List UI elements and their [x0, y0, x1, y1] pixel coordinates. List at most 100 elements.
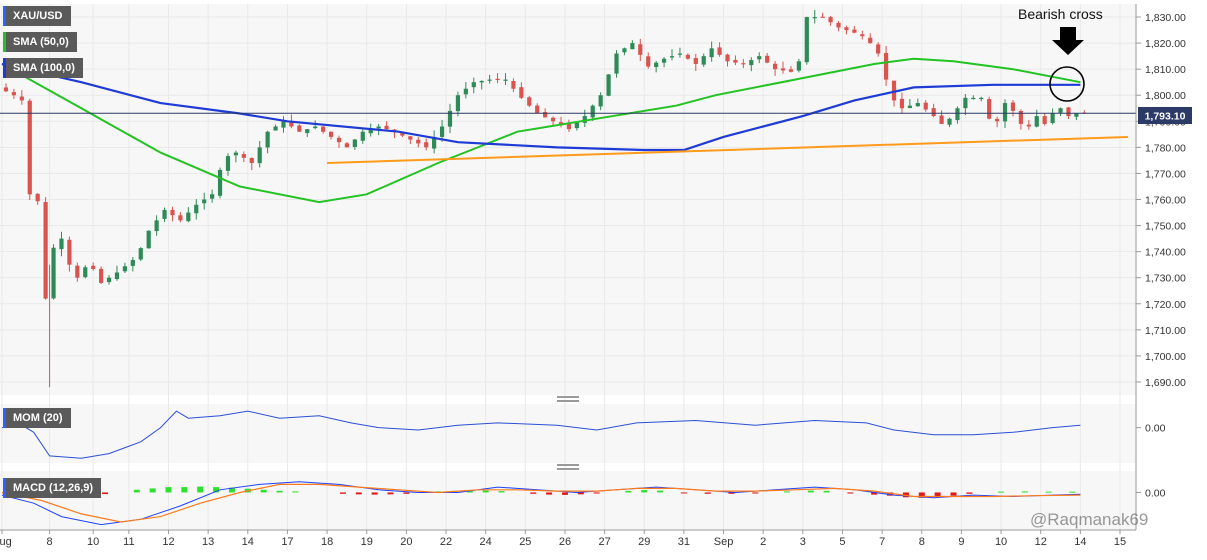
candle-body [685, 54, 690, 59]
candle [471, 77, 476, 94]
candle-body [654, 62, 659, 68]
candle-body [3, 87, 9, 92]
candle-body [336, 137, 342, 143]
candle [265, 130, 270, 154]
candle-body [162, 209, 167, 219]
candle [955, 106, 960, 124]
macd-histogram-bar [387, 492, 394, 495]
candle [186, 207, 191, 223]
candle-body [400, 133, 405, 136]
macd-histogram-bar [561, 492, 568, 495]
candle [685, 53, 690, 60]
candle [939, 110, 944, 125]
candle [852, 25, 857, 34]
candle [114, 265, 120, 281]
symbol-label[interactable]: XAU/USD [3, 6, 71, 26]
candle-body [178, 215, 183, 221]
candle-body [915, 103, 920, 107]
price-tick-label: 1,820.00 [1145, 38, 1186, 50]
sma50-label[interactable]: SMA (50,0) [3, 32, 77, 52]
macd-histogram-bar [292, 491, 299, 493]
macd-histogram-bar [403, 492, 410, 494]
candle-body [27, 100, 32, 195]
sma100-line [1, 62, 1081, 152]
candle-body [939, 115, 944, 124]
candle-body [677, 53, 683, 55]
momentum-label[interactable]: MOM (20) [3, 408, 71, 428]
candle [566, 119, 572, 133]
candle-body [59, 238, 64, 250]
candle-body [1066, 107, 1071, 117]
candle-body [1042, 116, 1047, 124]
macd-label[interactable]: MACD (12,26,9) [3, 478, 102, 498]
panel-resize-handle[interactable] [557, 396, 579, 402]
candle [51, 244, 56, 300]
candle-body [891, 80, 897, 101]
candle-body [194, 204, 199, 214]
candle [281, 116, 286, 133]
candle [225, 153, 231, 176]
candle-body [836, 22, 841, 28]
candle-body [122, 266, 128, 272]
candle [3, 83, 9, 93]
macd-histogram-bar [950, 492, 957, 496]
candle [479, 80, 484, 90]
candle-body [931, 108, 936, 117]
candle [194, 199, 199, 220]
candle [923, 99, 928, 112]
candle [1018, 109, 1023, 130]
candle-body [868, 37, 873, 44]
candle-body [638, 44, 643, 55]
candle-body [828, 17, 833, 23]
candle-body [83, 267, 88, 278]
macd-histogram-bar [625, 490, 632, 493]
candle [519, 82, 524, 99]
last-price-label: 1,793.10 [1145, 111, 1186, 123]
price-tick-label: 1,700.00 [1145, 351, 1186, 363]
candle [511, 78, 516, 93]
macd-histogram-bar [355, 492, 362, 495]
time-tick-label: 25 [519, 536, 531, 548]
candle-body [757, 56, 762, 60]
candle [321, 126, 326, 134]
candle-body [725, 54, 730, 62]
candle [979, 96, 984, 102]
candle-body [535, 105, 540, 114]
candle-body [796, 61, 801, 71]
axes: 1,830.001,820.001,810.001,800.001,790.00… [0, 12, 1186, 548]
candle-body [289, 120, 294, 127]
candle [907, 98, 912, 109]
candle-body [971, 97, 976, 100]
candle [424, 138, 429, 151]
candle-body [582, 116, 587, 123]
candle-body [574, 122, 579, 129]
macd-histogram-bar [102, 492, 109, 495]
candle-body [661, 58, 667, 63]
panel-resize-handle[interactable] [557, 464, 579, 470]
candle [233, 150, 239, 163]
sma100-label[interactable]: SMA (100,0) [3, 58, 83, 78]
time-tick-label: 31 [678, 536, 690, 548]
candle-body [693, 58, 698, 64]
candle [408, 136, 413, 144]
candle-body [43, 202, 48, 299]
candle-body [313, 126, 318, 129]
watermark-text: @Raqmanak69 [1030, 510, 1148, 529]
candle-body [733, 59, 738, 63]
candle-body [987, 99, 992, 119]
candle [1074, 113, 1079, 121]
candle-body [550, 117, 556, 122]
candle [463, 82, 468, 99]
momentum-line [1, 410, 1081, 459]
time-tick-label: 29 [638, 536, 650, 548]
macd-histogram-bar [1069, 491, 1076, 493]
candle-body [749, 60, 754, 66]
macd-histogram-bar [1045, 491, 1052, 493]
candle [693, 53, 698, 71]
candle [11, 88, 16, 99]
candle [67, 236, 72, 272]
price-tick-label: 1,690.00 [1145, 377, 1186, 389]
candle-body [344, 143, 350, 148]
candle [495, 73, 500, 84]
time-tick-label: 10 [995, 536, 1007, 548]
